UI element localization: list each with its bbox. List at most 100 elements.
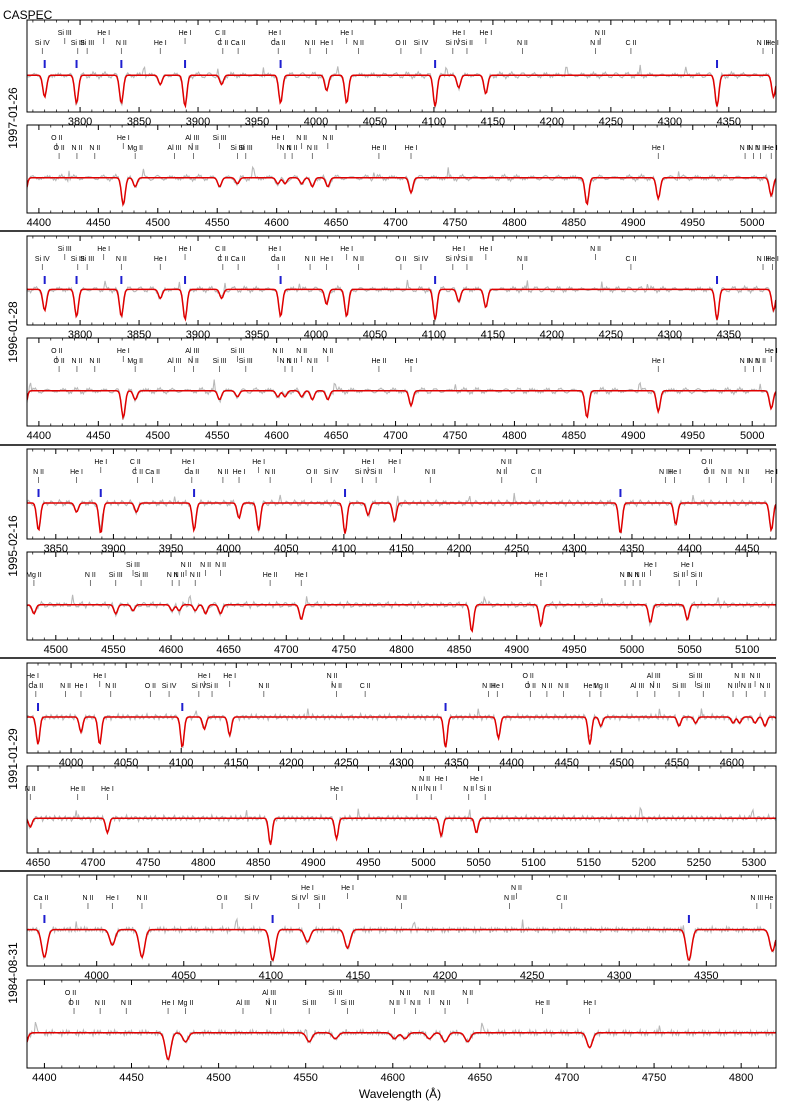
line-id-label: Si III [58,30,72,37]
x-tick-label: 4700 [555,1072,579,1084]
marker-bar [716,276,719,284]
line-id-label: He I [479,246,492,253]
x-tick-label: 4000 [84,970,108,982]
line-id-label: N II [121,1000,132,1007]
line-id-label: Si III [71,40,85,47]
line-id-label: O II [704,469,715,476]
line-id-label: N II [287,145,298,152]
x-tick-label: 3800 [68,116,92,128]
line-id-label: N II [353,40,364,47]
line-id-label: He I [340,30,353,37]
line-id-label: N II [734,673,745,680]
line-id-label: N II [635,572,646,579]
line-id-label: O II [395,256,406,263]
line-id-label: He I [179,30,192,37]
line-id-label: C II [625,256,636,263]
line-id-label: Si III [328,990,342,997]
line-id-label: Ca II [271,256,286,263]
line-id-label: Si IV [35,256,50,263]
line-id-label: O II [53,358,64,365]
x-tick-label: 4600 [264,430,288,442]
line-id-label: N II [322,135,333,142]
x-tick-label: 4400 [27,217,51,229]
marker-bar [75,276,78,284]
marker-bar [444,703,447,711]
observed-spectrum [27,917,776,963]
x-tick-label: 4650 [26,857,50,869]
x-tick-label: 4350 [717,116,741,128]
marker-bar [184,276,187,284]
line-id-label: Si II [314,895,326,902]
x-tick-label: 4900 [504,644,528,656]
x-tick-label: 4600 [381,1072,405,1084]
x-tick-label: 4850 [562,430,586,442]
line-id-label: Si IV [162,683,177,690]
x-tick-label: 4750 [136,857,160,869]
line-id-label: He I [268,30,281,37]
panel-frame [26,337,777,427]
line-id-label: He I [117,348,130,355]
line-id-label: N II [590,40,601,47]
line-id-label: Si III [58,246,72,253]
x-tick-label: 4150 [481,116,505,128]
x-tick-label: 4300 [658,329,682,341]
spectrum-panel-7: He I Ca II N II He I He I N II O II Si IV Si IV H… [26,662,777,769]
line-id-label: He I [652,145,665,152]
line-id-label: He I [117,135,130,142]
line-id-label: O II [701,459,712,466]
line-id-label: N II [424,990,435,997]
line-id-label: Si IV [445,256,460,263]
line-id-label: C II [625,40,636,47]
line-id-label: N II [280,145,291,152]
x-tick-label: 5250 [687,857,711,869]
line-id-label: N II [25,786,36,793]
line-id-label: He I [301,885,314,892]
line-id-label: N II [305,40,316,47]
line-id-label: Si II [479,786,491,793]
line-id-label: He I [644,562,657,569]
x-tick-label: 4750 [443,217,467,229]
line-id-label: Si III [672,683,686,690]
marker-bar [344,489,347,497]
line-id-label: O II [68,1000,79,1007]
line-id-label: N II [71,358,82,365]
x-tick-label: 4800 [502,217,526,229]
x-tick-label: 4500 [146,430,170,442]
line-id-label: N II [558,683,569,690]
line-id-label: N II [748,145,759,152]
line-id-label: Si III [302,1000,316,1007]
observed-spectrum [27,379,776,420]
line-id-label: Ca II [231,256,246,263]
line-id-label: N II [95,1000,106,1007]
marker-bar [434,60,437,68]
line-id-label: O II [51,135,62,142]
line-id-label: Si IV [324,469,339,476]
line-id-label: He I [75,683,88,690]
model-spectrum [27,390,776,420]
line-id-label: N III [659,469,672,476]
marker-bar [43,60,46,68]
line-id-label: N II [755,145,766,152]
line-id-label: O II [395,40,406,47]
model-spectrum [27,928,776,962]
x-tick-label: 5000 [740,430,764,442]
line-id-label: He I [271,135,284,142]
x-tick-label: 4750 [332,644,356,656]
line-id-label: Si IV [291,895,306,902]
line-id-label: N II [167,572,178,579]
line-id-label: Mg II [593,683,609,690]
line-id-label: He I [765,145,778,152]
x-tick-label: 4950 [681,430,705,442]
epoch-date-label: 1997-01-26 [6,87,20,149]
x-tick-label: 4300 [607,970,631,982]
x-tick-label: 4450 [86,430,110,442]
observed-spectrum [27,708,776,749]
line-id-label: C II [217,40,228,47]
line-id-label: He I [101,786,114,793]
